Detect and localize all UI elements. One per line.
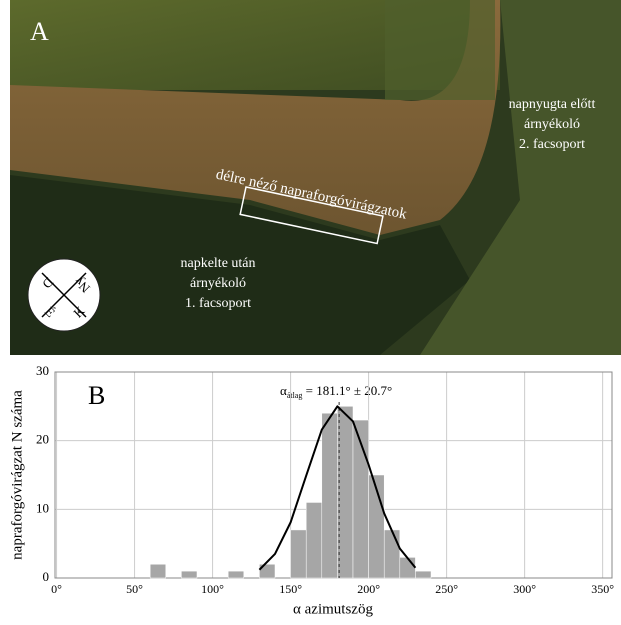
group-label: árnyékoló [524,117,580,132]
group-label: napnyugta előtt [509,97,596,112]
group-label: árnyékoló [190,276,246,291]
y-tick-label: 30 [36,363,49,378]
annotation: αátlag = 181.1° ± 20.7° [280,383,392,400]
x-tick-label: 100° [201,582,224,596]
y-axis-label: napraforgóvirágzat N száma [9,390,25,560]
panel-label: B [88,381,105,410]
bar [337,406,353,578]
compass: D Ny É K [28,259,100,331]
aerial-photo [10,0,621,355]
bar [415,571,431,578]
x-tick-label: 150° [279,582,302,596]
annotation-subscript: átlag [287,391,303,400]
group-label: 2. facsoport [519,137,585,152]
x-tick-label: 0° [51,582,62,596]
bar [322,413,338,578]
bar [181,571,197,578]
group-label: 1. facsoport [185,296,251,311]
bar [150,564,166,578]
bar [384,530,400,578]
x-tick-label: 300° [513,582,536,596]
y-tick-label: 20 [36,432,49,447]
x-axis-label: α azimutszög [293,601,373,617]
x-tick-label: 350° [591,582,614,596]
y-tick-label: 10 [36,500,49,515]
bar [228,571,244,578]
x-tick-label: 50° [126,582,143,596]
group-label: napkelte után [180,256,255,271]
panel-label: A [30,17,49,46]
figure: A délre néző napraforgóvirágzatok napnyu… [0,0,621,620]
annotation-text: = 181.1° ± 20.7° [302,383,392,398]
bar [291,530,307,578]
bar [306,502,322,578]
y-tick-label: 0 [43,569,50,584]
x-tick-label: 250° [435,582,458,596]
x-tick-label: 200° [357,582,380,596]
bar [400,557,416,578]
